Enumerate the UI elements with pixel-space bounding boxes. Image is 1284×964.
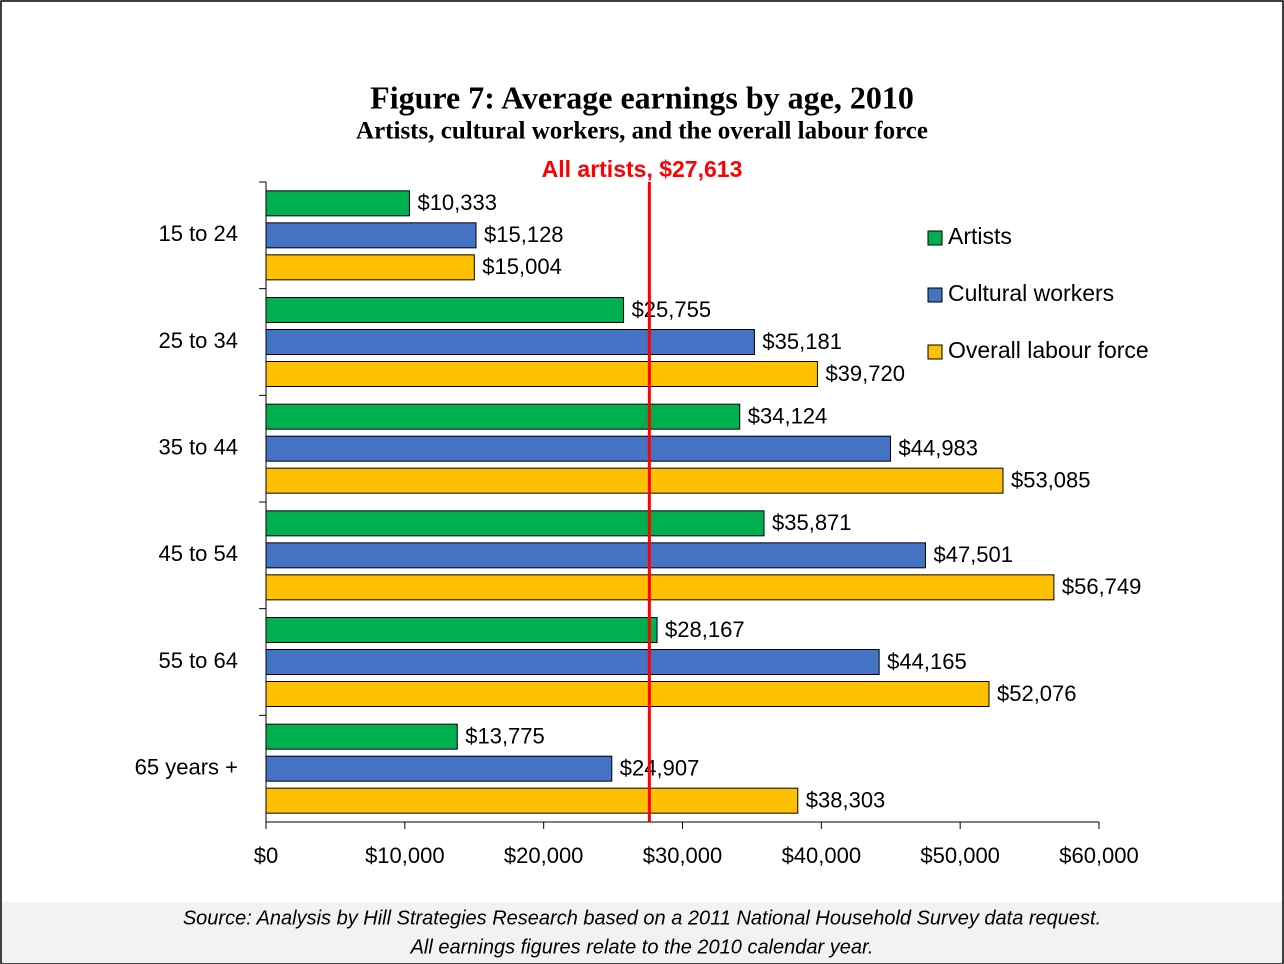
- bar: [265, 329, 755, 355]
- bar: [265, 542, 926, 569]
- bar: [265, 510, 765, 537]
- value-label: $24,907: [620, 755, 700, 780]
- value-label: $35,871: [772, 510, 852, 535]
- value-label: $35,181: [762, 329, 842, 354]
- bar: [265, 435, 892, 462]
- source-note: All earnings figures relate to the 2010 …: [410, 936, 874, 958]
- legend-label: Artists: [948, 223, 1012, 249]
- value-label: $44,983: [899, 435, 979, 460]
- value-label: $28,167: [665, 617, 745, 642]
- x-tick-label: $40,000: [782, 843, 862, 868]
- value-label: $13,775: [465, 723, 545, 748]
- footer-band: [2, 902, 1282, 963]
- x-tick-label: $50,000: [920, 843, 1000, 868]
- legend-swatch: [927, 287, 943, 303]
- bar: [265, 190, 410, 217]
- bar: [265, 787, 799, 814]
- value-label: $53,085: [1011, 467, 1091, 492]
- bar: [265, 467, 1004, 494]
- bar: [265, 681, 990, 707]
- bar: [265, 297, 625, 323]
- legend-swatch: [927, 230, 943, 246]
- bar: [265, 723, 458, 750]
- bar: [265, 755, 613, 782]
- x-tick-label: $60,000: [1059, 843, 1139, 868]
- bar: [265, 574, 1055, 601]
- y-tick-label: 55 to 64: [158, 648, 238, 673]
- value-label: $44,165: [887, 649, 967, 674]
- chart-subtitle: Artists, cultural workers, and the overa…: [356, 118, 928, 145]
- legend-swatch: [927, 344, 943, 360]
- y-tick-label: 65 years +: [135, 754, 238, 779]
- y-tick-label: 45 to 54: [158, 541, 238, 566]
- source-note: Source: Analysis by Hill Strategies Rese…: [183, 907, 1101, 929]
- y-tick-label: 25 to 34: [158, 328, 238, 353]
- bar: [265, 617, 658, 643]
- annotation-label: All artists, $27,613: [542, 156, 743, 182]
- value-label: $10,333: [417, 190, 497, 215]
- x-tick-label: $30,000: [643, 843, 723, 868]
- value-label: $34,124: [748, 403, 828, 428]
- legend-label: Cultural workers: [948, 280, 1114, 306]
- value-label: $25,755: [632, 297, 712, 322]
- chart-title: Figure 7: Average earnings by age, 2010: [370, 79, 914, 115]
- legend-label: Overall labour force: [948, 337, 1149, 363]
- value-label: $15,004: [482, 254, 562, 279]
- bar: [265, 254, 475, 281]
- bar: [265, 222, 477, 249]
- x-tick-label: $20,000: [504, 843, 584, 868]
- bar: [265, 361, 818, 387]
- bar: [265, 403, 741, 430]
- bar: [265, 649, 880, 675]
- value-label: $39,720: [825, 361, 905, 386]
- y-tick-label: 15 to 24: [158, 221, 238, 246]
- y-tick-label: 35 to 44: [158, 434, 238, 459]
- value-label: $52,076: [997, 681, 1077, 706]
- value-label: $47,501: [933, 542, 1013, 567]
- value-label: $56,749: [1062, 574, 1142, 599]
- x-tick-label: $0: [254, 843, 278, 868]
- value-label: $38,303: [806, 787, 886, 812]
- x-tick-label: $10,000: [365, 843, 445, 868]
- value-label: $15,128: [484, 222, 564, 247]
